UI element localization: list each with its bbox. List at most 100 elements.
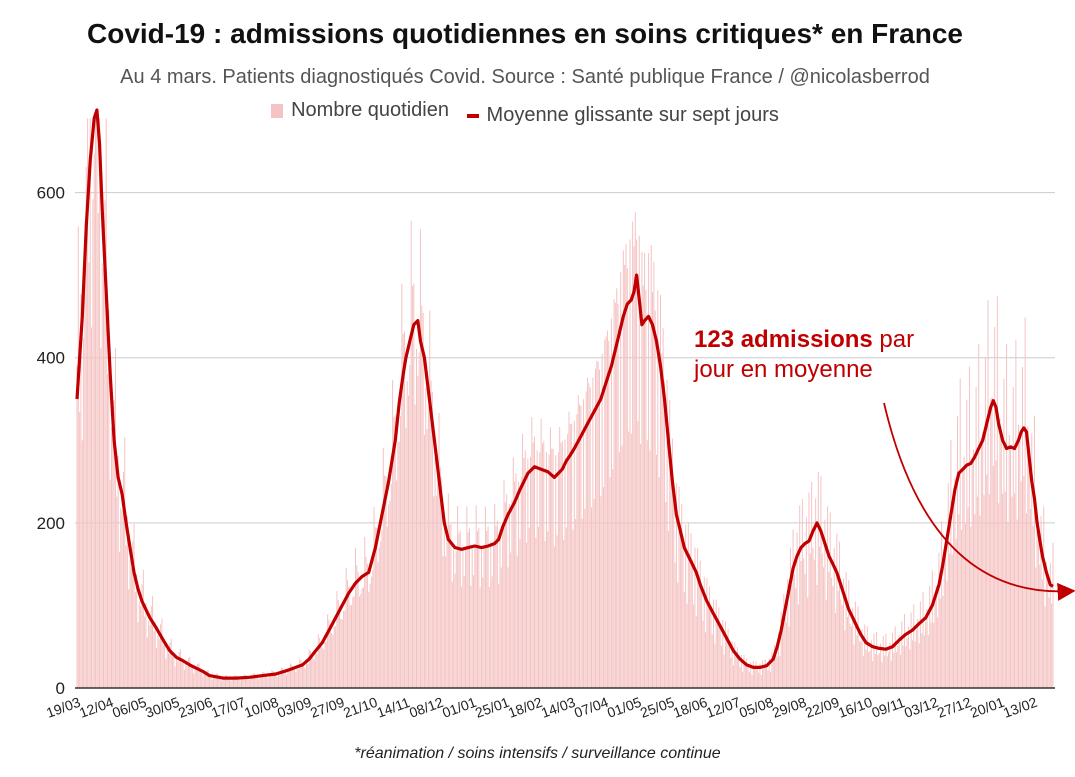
daily-bar	[236, 678, 238, 688]
daily-bar	[104, 200, 106, 688]
daily-bar	[337, 599, 339, 688]
daily-bar	[649, 450, 651, 688]
daily-bar	[862, 655, 864, 688]
daily-bar	[971, 459, 973, 688]
daily-bar	[230, 680, 232, 688]
daily-bar	[991, 397, 993, 688]
daily-bar	[229, 678, 230, 688]
daily-bar	[866, 626, 868, 688]
daily-bar	[125, 545, 127, 688]
daily-bar	[719, 625, 721, 688]
daily-bar	[366, 563, 368, 688]
daily-bar	[972, 449, 974, 688]
daily-bar	[459, 530, 461, 688]
daily-bar	[185, 664, 187, 688]
daily-bar	[626, 268, 628, 688]
daily-bar	[813, 560, 815, 688]
daily-bar	[282, 668, 284, 688]
daily-bar	[126, 516, 128, 688]
daily-bar	[283, 671, 285, 688]
daily-bar	[622, 250, 624, 688]
daily-bar	[617, 303, 619, 688]
daily-bar	[79, 412, 81, 688]
daily-bar	[133, 523, 135, 688]
daily-bar	[380, 541, 382, 688]
daily-bar	[186, 666, 188, 688]
daily-bar	[153, 631, 155, 688]
daily-bar	[933, 622, 935, 688]
daily-bar	[618, 452, 620, 688]
daily-bar	[514, 481, 516, 688]
daily-bar	[581, 518, 583, 688]
annotation-arrow	[883, 402, 1075, 601]
daily-bar	[324, 641, 326, 688]
daily-bar	[406, 381, 408, 688]
daily-bar	[870, 640, 872, 688]
daily-bar	[646, 440, 648, 688]
daily-bar	[746, 658, 748, 688]
daily-bar	[527, 458, 529, 688]
daily-bar	[358, 596, 360, 688]
daily-bar	[559, 427, 561, 688]
daily-bar	[702, 620, 704, 688]
daily-bar	[467, 532, 469, 688]
daily-bar	[751, 675, 753, 688]
daily-bar	[857, 606, 859, 688]
daily-bar	[980, 438, 982, 688]
daily-bar	[238, 678, 240, 688]
daily-bar	[303, 665, 305, 688]
daily-bar	[1015, 339, 1017, 688]
daily-bar	[341, 619, 343, 688]
daily-bar	[478, 527, 480, 688]
daily-bar	[540, 419, 542, 688]
daily-bar	[439, 467, 441, 688]
daily-bar	[982, 432, 984, 688]
daily-bar	[219, 677, 221, 688]
daily-bar	[92, 199, 94, 688]
daily-bar	[136, 574, 138, 688]
daily-bar	[1039, 564, 1041, 688]
daily-bar	[683, 591, 685, 688]
daily-bar	[122, 471, 124, 688]
daily-bar	[763, 667, 765, 688]
daily-bar	[292, 667, 294, 688]
daily-bar	[76, 365, 78, 688]
daily-bar	[234, 675, 236, 688]
daily-bar	[364, 536, 366, 688]
daily-bar	[812, 547, 814, 688]
daily-bar	[266, 675, 268, 688]
daily-bar	[260, 677, 262, 688]
daily-bar	[352, 597, 354, 688]
daily-bar	[209, 676, 211, 688]
daily-bar	[134, 591, 136, 688]
daily-bar	[616, 288, 618, 688]
daily-bar	[409, 365, 411, 688]
daily-bar	[840, 599, 842, 688]
daily-bar	[645, 290, 647, 688]
daily-bar	[280, 667, 282, 688]
daily-bar	[816, 584, 818, 688]
daily-bar	[780, 611, 782, 688]
daily-bar	[270, 676, 272, 688]
daily-bar	[1032, 525, 1034, 688]
daily-bar	[789, 547, 791, 688]
daily-bar	[301, 664, 303, 688]
daily-bar	[494, 503, 496, 688]
daily-bar	[827, 506, 829, 688]
daily-bar	[157, 635, 159, 688]
daily-bar	[531, 417, 533, 688]
daily-bar	[988, 493, 990, 688]
daily-bar	[600, 496, 602, 688]
daily-bar	[557, 452, 559, 688]
daily-bar	[711, 634, 713, 688]
daily-bar	[149, 625, 151, 688]
daily-bar	[620, 271, 622, 688]
daily-bar	[189, 656, 191, 688]
daily-bar	[545, 451, 547, 688]
x-tick-label: 14/11	[375, 694, 413, 721]
daily-bar	[597, 361, 599, 688]
daily-bar	[569, 424, 571, 688]
daily-bar	[429, 310, 431, 688]
daily-bar	[365, 556, 367, 688]
daily-bar	[592, 377, 594, 688]
